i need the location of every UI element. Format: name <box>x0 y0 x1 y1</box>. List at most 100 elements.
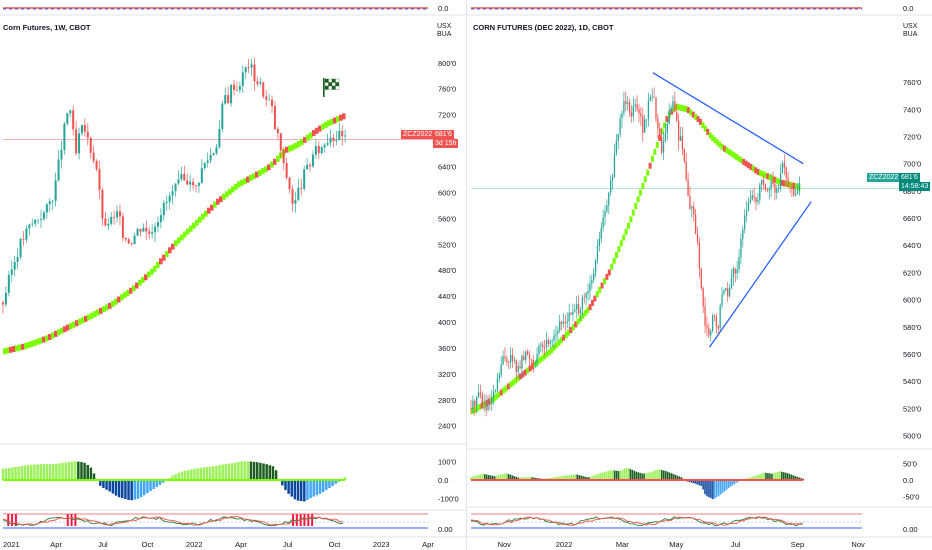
candle-body <box>589 283 591 292</box>
candle-body <box>615 140 618 154</box>
ribbon-step <box>684 106 688 113</box>
histogram-bar <box>8 467 11 480</box>
ribbon-step <box>564 332 568 339</box>
ribbon-step <box>180 234 184 241</box>
histogram-bar <box>643 473 645 480</box>
histogram-bar <box>584 476 586 480</box>
candle-body <box>617 134 619 141</box>
ribbon-step <box>336 116 340 123</box>
x-tick-label: May <box>669 540 683 549</box>
histogram-bar <box>274 470 278 480</box>
histogram-bar <box>290 480 294 497</box>
osc2-signal-bar <box>66 514 69 526</box>
osc2-line-fast <box>470 516 803 527</box>
ribbon-step <box>699 118 702 125</box>
ribbon-step <box>759 170 762 177</box>
histogram-bar <box>136 480 140 499</box>
histogram-bar <box>1 468 5 480</box>
candle-body <box>719 305 721 329</box>
ribbon-step <box>312 130 316 137</box>
histogram-bar <box>725 480 728 490</box>
candle-body <box>194 185 198 186</box>
chart-pane-weekly[interactable]: 0.0 240'0 280'0 320'0 360'0 400'0 440'0 480'0 52… <box>0 0 466 550</box>
histogram-bar <box>615 470 618 480</box>
histogram-bar <box>80 462 83 480</box>
histogram-bar <box>696 480 698 485</box>
histogram-bar <box>664 471 667 480</box>
chart-title: CORN FUTURES (DEC 2022), 1D, CBOT <box>473 23 614 32</box>
candle-body <box>727 288 729 297</box>
histogram-bar <box>205 466 209 480</box>
ribbon-step <box>204 210 208 217</box>
histogram-bar <box>139 480 143 498</box>
osc2-signal-bar <box>7 514 10 526</box>
candle-body <box>745 210 748 216</box>
ribbon-step <box>547 349 551 356</box>
candle-body <box>479 392 482 395</box>
ribbon-step <box>201 213 205 220</box>
candle-body <box>555 333 557 336</box>
chart-title: Corn Futures, 1W, CBOT <box>3 23 91 32</box>
candle-body <box>16 257 19 263</box>
candle-body <box>113 216 116 218</box>
candle-body <box>704 306 706 326</box>
histogram-bar <box>237 461 240 480</box>
candle-body <box>212 153 215 156</box>
histogram-bar <box>30 464 33 480</box>
histogram-bar <box>767 473 769 480</box>
candle-body <box>598 238 601 246</box>
y-tick-label: 400'0 <box>438 318 456 327</box>
ribbon-step <box>327 120 331 127</box>
ribbon-step <box>51 332 55 339</box>
ribbon-step <box>749 163 753 170</box>
daily-chart-canvas[interactable]: 0.0 500'0 520'0 540'0 560'0 580'0 600'0 620'0 64… <box>467 0 932 550</box>
candle-body <box>165 201 168 203</box>
ribbon-step <box>598 286 602 293</box>
candle-body <box>13 262 16 270</box>
y-tick-label: 240'0 <box>438 422 456 431</box>
candle-body <box>200 168 203 183</box>
candle-body <box>757 199 759 203</box>
osc-axis-label: 0.00 <box>903 525 918 534</box>
ribbon-step <box>321 123 325 130</box>
histogram-bar <box>641 473 643 480</box>
candle-body <box>51 200 54 202</box>
candle-body <box>711 315 714 331</box>
flag-square <box>324 78 329 83</box>
histogram-bar <box>550 477 553 480</box>
candle-body <box>517 366 519 372</box>
candle-body <box>793 189 795 196</box>
candle-body <box>513 360 516 362</box>
ribbon-step <box>487 398 491 405</box>
ribbon-step <box>165 251 169 258</box>
histogram-bar <box>472 476 474 480</box>
ribbon-step <box>78 318 82 325</box>
candle-body <box>19 239 22 258</box>
histogram-bar <box>478 474 480 480</box>
histogram-bar <box>474 475 476 480</box>
candle-body <box>666 123 668 133</box>
y-tick-label: 660'0 <box>903 214 921 223</box>
histogram-bar <box>26 465 30 480</box>
ribbon-step <box>276 155 280 162</box>
ribbon-step <box>607 269 611 276</box>
candle-body <box>80 125 83 134</box>
histogram-bar <box>11 467 14 480</box>
histogram-bar <box>714 480 716 499</box>
weekly-chart-canvas[interactable]: 0.0 240'0 280'0 320'0 360'0 400'0 440'0 480'0 52… <box>0 0 466 550</box>
histogram-bar <box>230 463 234 480</box>
candle-body <box>75 129 78 154</box>
osc-axis-label: 50'0 <box>903 460 917 469</box>
candle-body <box>593 273 595 281</box>
candle-body <box>515 360 517 372</box>
unit-label-currency: USX <box>903 23 918 30</box>
histogram-bar <box>637 472 639 480</box>
chart-pane-daily[interactable]: 0.0 500'0 520'0 540'0 560'0 580'0 600'0 620'0 64… <box>466 0 932 550</box>
histogram-bar <box>249 461 253 480</box>
candle-body <box>218 128 221 148</box>
ribbon-step <box>550 347 554 354</box>
histogram-bar <box>590 476 592 480</box>
ribbon-step <box>99 307 103 314</box>
candle-body <box>268 99 271 101</box>
candle-body <box>273 106 276 129</box>
